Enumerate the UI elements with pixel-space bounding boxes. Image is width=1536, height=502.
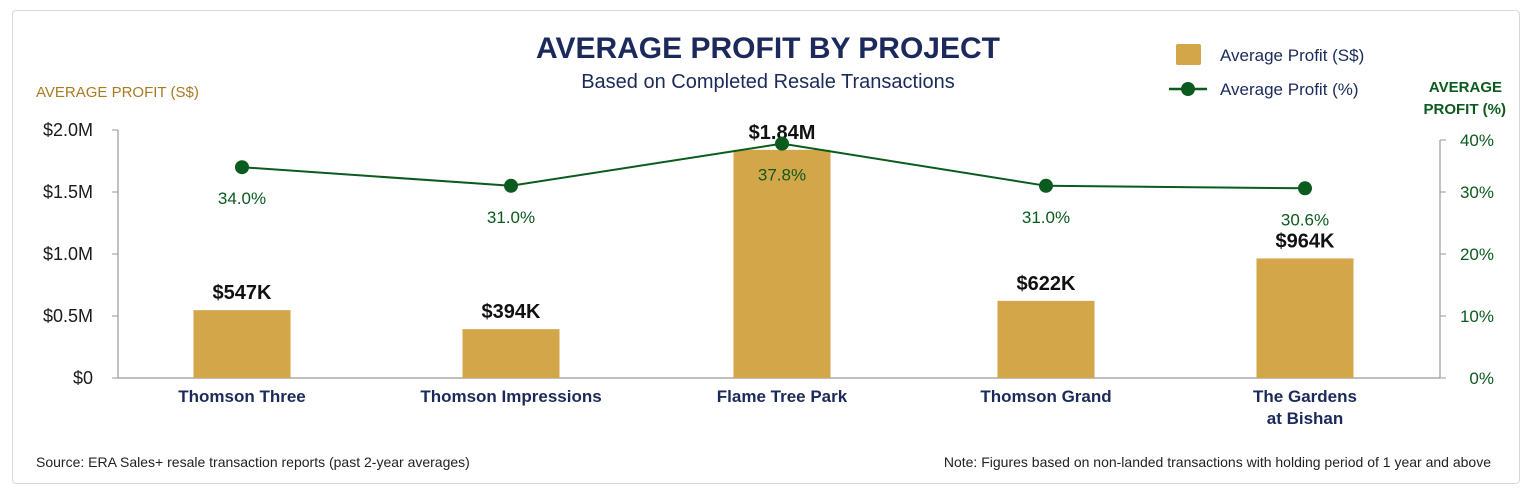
bar-value-label: $622K bbox=[1017, 273, 1076, 295]
y-axis-right-label-line2: PROFIT (%) bbox=[1424, 101, 1507, 118]
profit-pct-marker bbox=[1298, 181, 1312, 196]
legend-bar-label: Average Profit (S$) bbox=[1220, 46, 1364, 65]
y-tick-label-left: $1.5M bbox=[43, 182, 93, 202]
x-category-label: Thomson Grand bbox=[980, 387, 1111, 406]
y-tick-label-right: 0% bbox=[1469, 369, 1494, 388]
y-axis-right-label-line1: AVERAGE bbox=[1429, 79, 1502, 96]
profit-pct-label: 30.6% bbox=[1281, 210, 1329, 229]
y-axis-left-label: AVERAGE PROFIT (S$) bbox=[36, 84, 199, 101]
bar bbox=[1256, 258, 1354, 378]
profit-pct-label: 31.0% bbox=[1022, 208, 1070, 227]
bar-value-label: $1.84M bbox=[749, 122, 816, 144]
y-tick-label-left: $0.5M bbox=[43, 306, 93, 326]
bar bbox=[462, 329, 560, 378]
x-category-label: at Bishan bbox=[1267, 409, 1344, 428]
x-category-label: The Gardens bbox=[1253, 387, 1357, 406]
profit-pct-marker bbox=[1039, 178, 1053, 193]
y-tick-label-left: $2.0M bbox=[43, 120, 93, 140]
y-tick-label-right: 10% bbox=[1460, 307, 1494, 326]
bar-value-label: $394K bbox=[482, 301, 541, 323]
x-category-label: Thomson Three bbox=[178, 387, 306, 406]
profit-pct-label: 31.0% bbox=[487, 208, 535, 227]
y-tick-label-left: $1.0M bbox=[43, 244, 93, 264]
y-tick-label-left: $0 bbox=[73, 368, 93, 388]
legend: Average Profit (S$) Average Profit (%) bbox=[1169, 44, 1364, 99]
legend-line-marker bbox=[1181, 82, 1195, 96]
legend-line-label: Average Profit (%) bbox=[1220, 80, 1359, 99]
y-tick-label-right: 30% bbox=[1460, 183, 1494, 202]
y-tick-label-right: 20% bbox=[1460, 245, 1494, 264]
y-tick-label-right: 40% bbox=[1460, 131, 1494, 150]
bar bbox=[193, 310, 291, 378]
x-category-label: Flame Tree Park bbox=[717, 387, 848, 406]
bar-value-label: $547K bbox=[213, 282, 272, 304]
chart-subtitle: Based on Completed Resale Transactions bbox=[581, 71, 955, 93]
bar bbox=[997, 300, 1095, 378]
footer-note: Note: Figures based on non-landed transa… bbox=[944, 454, 1491, 470]
footer-source: Source: ERA Sales+ resale transaction re… bbox=[36, 454, 470, 470]
profit-pct-marker bbox=[504, 178, 518, 193]
x-category-label: Thomson Impressions bbox=[420, 387, 601, 406]
bar-value-label: $964K bbox=[1276, 230, 1335, 252]
profit-pct-marker bbox=[775, 136, 789, 151]
profit-pct-label: 34.0% bbox=[218, 189, 266, 208]
profit-pct-marker bbox=[235, 160, 249, 175]
bar bbox=[733, 149, 831, 378]
profit-pct-label: 37.8% bbox=[758, 166, 806, 185]
legend-bar-swatch bbox=[1176, 44, 1201, 65]
chart-title: AVERAGE PROFIT BY PROJECT bbox=[536, 32, 1000, 65]
